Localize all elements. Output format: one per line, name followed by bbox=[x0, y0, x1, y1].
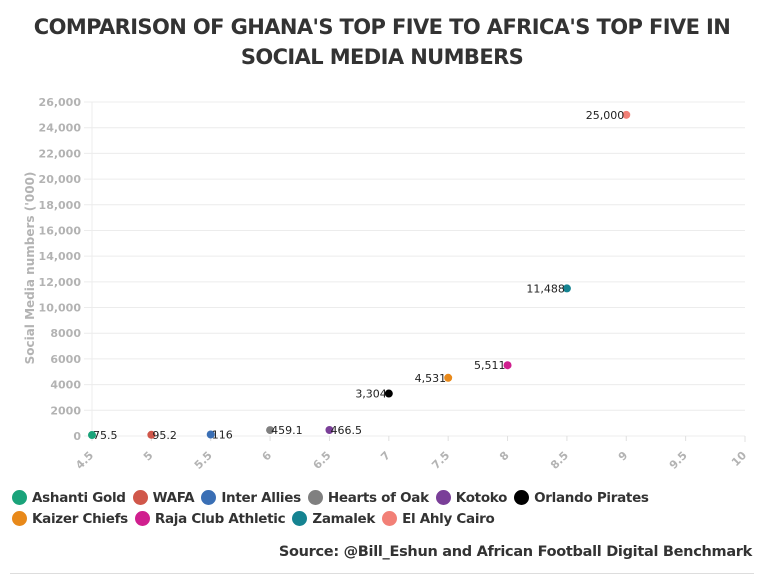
legend-item[interactable]: El Ahly Cairo bbox=[382, 510, 495, 527]
chart-title-line-1: COMPARISON OF GHANA'S TOP FIVE TO AFRICA… bbox=[33, 15, 731, 39]
legend-item[interactable]: Hearts of Oak bbox=[307, 489, 429, 506]
x-tick-label: 4.5 bbox=[73, 449, 96, 472]
data-label: 116 bbox=[212, 429, 233, 442]
data-point-zamalek[interactable] bbox=[562, 284, 571, 293]
data-label: 4,531 bbox=[415, 372, 447, 385]
data-label: 459.1 bbox=[271, 424, 303, 437]
x-tick-label: 8.5 bbox=[548, 449, 571, 472]
scatter-plot: 0 2000 4000 6000 8000 10,000 12,000 14,000 16,00… bbox=[23, 96, 749, 472]
x-tick-label: 5 bbox=[141, 449, 156, 464]
data-label: 5,511 bbox=[474, 359, 506, 372]
legend-row: Ashanti Gold WAFA Inter Allies Hearts of Oa… bbox=[12, 487, 712, 508]
legend-label: Inter Allies bbox=[221, 489, 301, 506]
legend: Ashanti Gold WAFA Inter Allies Hearts of Oa… bbox=[12, 487, 712, 529]
data-label: 466.5 bbox=[330, 424, 362, 437]
legend-label: Ashanti Gold bbox=[32, 489, 126, 506]
x-tick-label: 6 bbox=[260, 449, 275, 464]
data-point-orlando-pirates[interactable] bbox=[384, 389, 393, 398]
x-tick-label: 9 bbox=[616, 449, 631, 464]
data-label: 3,304 bbox=[355, 388, 387, 401]
legend-label: Kaizer Chiefs bbox=[32, 510, 128, 527]
legend-item[interactable]: Raja Club Athletic bbox=[134, 510, 286, 527]
legend-label: El Ahly Cairo bbox=[402, 510, 495, 527]
data-point-raja-club-athletic[interactable] bbox=[503, 361, 512, 370]
y-tick-label: 0 bbox=[73, 430, 81, 443]
legend-item[interactable]: Kaizer Chiefs bbox=[12, 511, 128, 527]
legend-row: Kaizer Chiefs Raja Club Athletic Zamalek El… bbox=[12, 508, 712, 529]
data-point-el-ahly-cairo[interactable] bbox=[622, 110, 631, 119]
y-tick-label: 6000 bbox=[50, 353, 81, 366]
source-note: Source: @Bill_Eshun and African Football… bbox=[278, 544, 752, 560]
y-tick-label: 18,000 bbox=[39, 199, 82, 212]
chart-title: COMPARISON OF GHANA'S TOP FIVE TO AFRICA… bbox=[0, 12, 764, 72]
x-tick-label: 10 bbox=[729, 449, 749, 469]
y-tick-label: 4000 bbox=[50, 379, 81, 392]
legend-label: Hearts of Oak bbox=[327, 489, 429, 506]
bottom-divider bbox=[10, 573, 754, 574]
legend-swatch-icon bbox=[435, 490, 451, 505]
x-tick-label: 7 bbox=[378, 449, 393, 464]
gridlines bbox=[84, 101, 746, 442]
legend-label: Zamalek bbox=[312, 510, 376, 527]
y-tick-label: 8000 bbox=[50, 327, 81, 340]
data-point-hearts-of-oak[interactable] bbox=[266, 426, 275, 435]
legend-swatch-icon bbox=[382, 511, 398, 526]
y-tick-label: 16,000 bbox=[39, 224, 82, 237]
y-tick-label: 10,000 bbox=[39, 302, 82, 315]
legend-label: Kotoko bbox=[455, 489, 508, 506]
y-tick-label: 2000 bbox=[50, 404, 81, 417]
legend-label: Raja Club Athletic bbox=[154, 510, 286, 527]
legend-label: WAFA bbox=[152, 489, 195, 506]
y-tick-label: 20,000 bbox=[39, 173, 82, 186]
y-tick-label: 12,000 bbox=[39, 276, 82, 289]
x-tick-label: 7.5 bbox=[429, 449, 452, 472]
data-label: 95.2 bbox=[152, 429, 177, 442]
data-point-kotoko[interactable] bbox=[325, 426, 334, 435]
legend-swatch-icon bbox=[307, 490, 323, 505]
data-label: 11,488 bbox=[526, 282, 565, 295]
data-point-ashanti-gold[interactable] bbox=[88, 431, 96, 440]
data-label: 25,000 bbox=[586, 109, 625, 122]
data-point-inter-allies[interactable] bbox=[206, 430, 215, 439]
data-point-wafa[interactable] bbox=[147, 430, 156, 439]
x-tick-label: 6.5 bbox=[311, 449, 334, 472]
legend-swatch-icon bbox=[292, 511, 308, 526]
chart-title-line-2: SOCIAL MEDIA NUMBERS bbox=[240, 45, 524, 69]
legend-swatch-icon bbox=[134, 511, 150, 526]
data-label: 75.5 bbox=[93, 429, 118, 442]
y-tick-label: 24,000 bbox=[39, 122, 82, 135]
legend-swatch-icon bbox=[132, 490, 148, 505]
data-point-kaizer-chiefs[interactable] bbox=[444, 373, 453, 382]
x-tick-label: 8 bbox=[497, 449, 512, 464]
y-axis-title: Social Media numbers ('000) bbox=[23, 172, 37, 365]
legend-item[interactable]: Ashanti Gold bbox=[12, 490, 126, 506]
x-tick-label: 9.5 bbox=[667, 449, 690, 472]
legend-item[interactable]: Kotoko bbox=[435, 489, 508, 506]
legend-item[interactable]: Inter Allies bbox=[201, 490, 301, 506]
legend-swatch-icon bbox=[12, 511, 27, 526]
legend-label: Orlando Pirates bbox=[534, 489, 649, 506]
legend-swatch-icon bbox=[12, 490, 27, 505]
legend-swatch-icon bbox=[514, 490, 530, 505]
x-tick-label: 5.5 bbox=[192, 449, 215, 472]
legend-item[interactable]: WAFA bbox=[132, 489, 195, 506]
legend-item[interactable]: Orlando Pirates bbox=[514, 490, 649, 506]
y-tick-label: 22,000 bbox=[39, 147, 82, 160]
legend-item[interactable]: Zamalek bbox=[292, 511, 375, 527]
data-points: 75.5 95.2 116 459.1 466.5 3,304 4,531 5,511 11,4… bbox=[88, 109, 631, 442]
y-tick-label: 14,000 bbox=[39, 250, 82, 263]
y-tick-label: 26,000 bbox=[39, 96, 82, 109]
y-axis-ticks: 0 2000 4000 6000 8000 10,000 12,000 14,000 16,00… bbox=[39, 96, 82, 443]
legend-swatch-icon bbox=[201, 490, 217, 505]
